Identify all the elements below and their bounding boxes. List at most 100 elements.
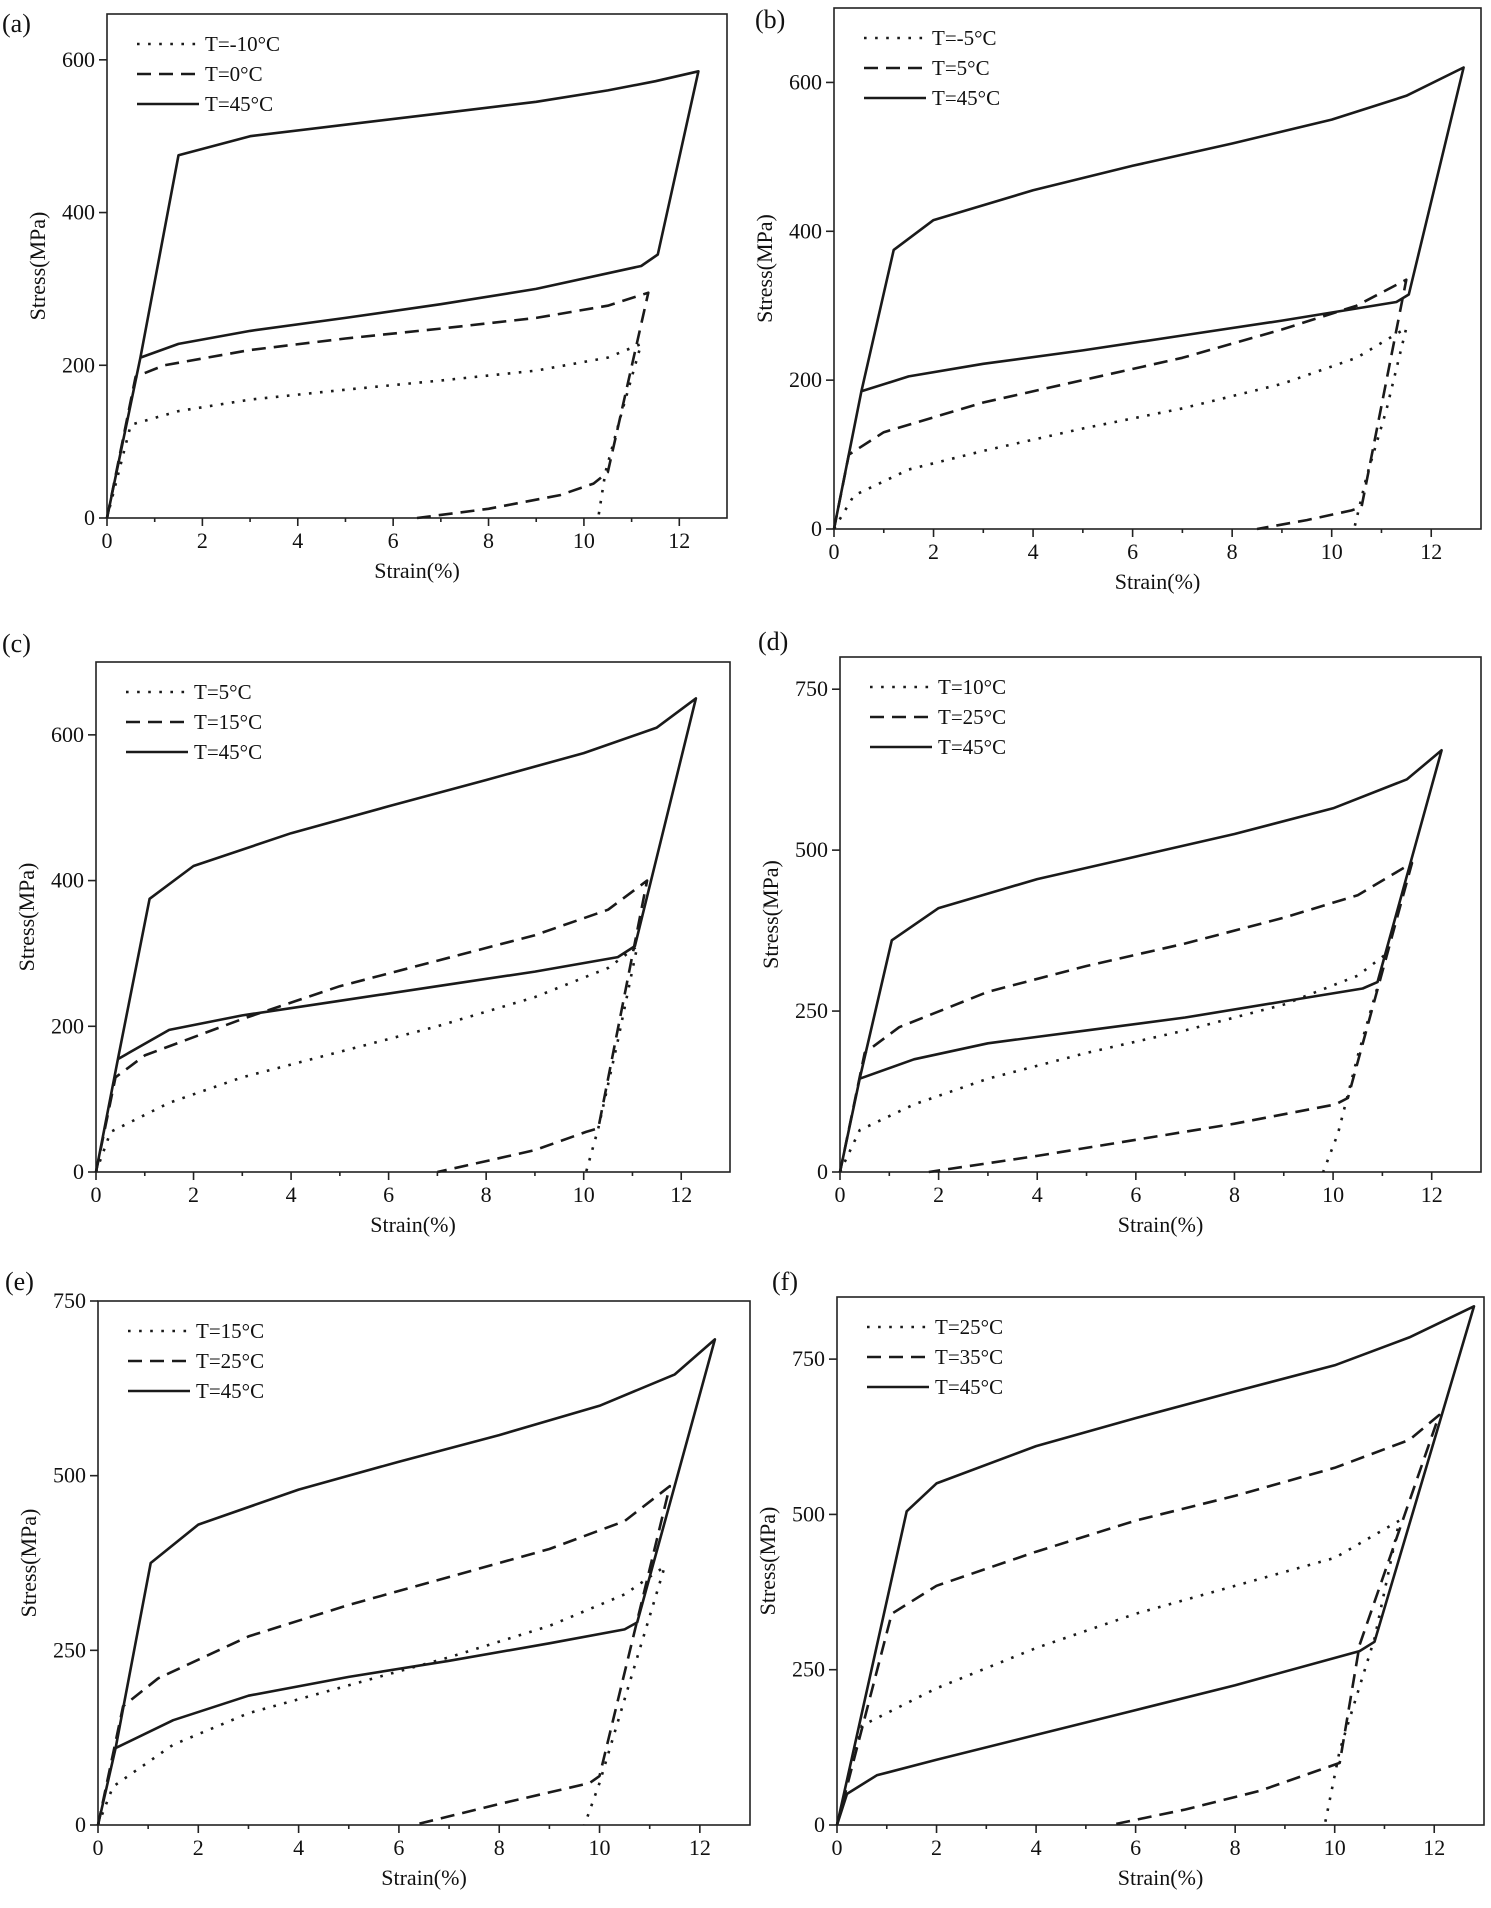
panel-label: (f) xyxy=(772,1267,798,1296)
y-tick-label: 500 xyxy=(53,1463,86,1488)
x-tick-label: 8 xyxy=(481,1182,492,1207)
x-tick-label: 2 xyxy=(933,1182,944,1207)
y-tick-label: 600 xyxy=(789,69,822,94)
legend-entry: T=15°C xyxy=(194,710,262,734)
chart-panel-c: (c) 0 2 4 6 8 10 12 0 200 400 600 Strain(%) Stress(MP… xyxy=(2,629,731,1237)
x-tick-label: 0 xyxy=(835,1182,846,1207)
y-tick-label: 500 xyxy=(792,1501,825,1526)
legend-entry: T=5°C xyxy=(194,680,252,704)
x-tick-label: 0 xyxy=(91,1182,102,1207)
y-tick-label: 400 xyxy=(789,218,822,243)
y-tick-label: 0 xyxy=(817,1159,828,1184)
x-tick-label: 8 xyxy=(1230,1835,1241,1860)
x-tick-label: 10 xyxy=(573,528,595,553)
x-tick-label: 2 xyxy=(188,1182,199,1207)
series-line-dashed xyxy=(838,861,1414,1174)
legend-entry: T=25°C xyxy=(196,1349,264,1373)
legend-entry: T=45°C xyxy=(194,740,262,764)
x-axis-label: Strain(%) xyxy=(374,558,460,583)
x-tick-label: 4 xyxy=(286,1182,297,1207)
series-line-solid xyxy=(94,697,698,1173)
plot-frame xyxy=(95,661,731,1173)
y-tick-label: 750 xyxy=(792,1346,825,1371)
x-tick-label: 0 xyxy=(102,528,113,553)
legend-entry: T=45°C xyxy=(938,735,1006,759)
series-line-dotted xyxy=(94,944,639,1173)
x-tick-label: 12 xyxy=(670,1182,692,1207)
series-line-solid xyxy=(835,1305,1476,1826)
x-tick-label: 8 xyxy=(1227,539,1238,564)
legend-entry: T=-5°C xyxy=(932,26,997,50)
x-tick-label: 10 xyxy=(1321,539,1343,564)
x-tick-label: 6 xyxy=(388,528,399,553)
y-tick-label: 0 xyxy=(811,516,822,541)
x-axis-label: Strain(%) xyxy=(1118,1865,1204,1890)
series-line-dotted xyxy=(838,951,1389,1173)
y-tick-label: 400 xyxy=(51,868,84,893)
legend-entry: T=0°C xyxy=(205,62,263,86)
series-line-solid xyxy=(832,66,1465,530)
x-tick-label: 12 xyxy=(668,528,690,553)
x-tick-label: 6 xyxy=(1130,1182,1141,1207)
x-tick-label: 10 xyxy=(573,1182,595,1207)
x-tick-label: 4 xyxy=(1031,1835,1042,1860)
plot-frame xyxy=(97,1300,751,1826)
chart-panel-d: (d) 0 2 4 6 8 10 12 0 250 500 750 Strain(%) Stress(MP… xyxy=(758,627,1482,1237)
legend-entry: T=45°C xyxy=(196,1379,264,1403)
chart-panel-b: (b) 0 2 4 6 8 10 12 0 200 400 600 Strain(%) Stress(MP… xyxy=(752,5,1482,594)
legend-entry: T=-10°C xyxy=(205,32,280,56)
x-tick-label: 10 xyxy=(589,1835,611,1860)
series-line-dashed xyxy=(832,278,1408,531)
x-tick-label: 0 xyxy=(832,1835,843,1860)
plot-frame xyxy=(833,7,1482,530)
series-line-dashed xyxy=(105,291,650,520)
y-tick-label: 200 xyxy=(62,352,95,377)
series-line-solid xyxy=(838,748,1443,1173)
y-tick-label: 600 xyxy=(62,47,95,72)
x-axis-label: Strain(%) xyxy=(370,1212,456,1237)
series-line-dashed xyxy=(96,1484,672,1827)
x-axis-label: Strain(%) xyxy=(1118,1212,1204,1237)
x-tick-label: 12 xyxy=(1423,1835,1445,1860)
y-tick-label: 200 xyxy=(789,367,822,392)
y-tick-label: 400 xyxy=(62,200,95,225)
y-tick-label: 750 xyxy=(795,676,828,701)
y-axis-label: Stress(MPa) xyxy=(25,212,50,321)
legend-entry: T=25°C xyxy=(938,705,1006,729)
x-tick-label: 4 xyxy=(293,1835,304,1860)
y-tick-label: 0 xyxy=(75,1812,86,1837)
x-axis-label: Strain(%) xyxy=(1115,569,1201,594)
y-tick-label: 0 xyxy=(73,1159,84,1184)
series-line-dotted xyxy=(832,326,1408,530)
y-axis-label: Stress(MPa) xyxy=(758,860,783,969)
plot-frame xyxy=(836,1296,1485,1826)
chart-panel-a: (a) 0 2 4 6 8 10 12 0 200 400 600 Strain(%) Stress(MP… xyxy=(2,9,728,583)
y-tick-label: 250 xyxy=(53,1637,86,1662)
x-tick-label: 12 xyxy=(1421,1182,1443,1207)
x-tick-label: 4 xyxy=(1028,539,1039,564)
y-tick-label: 750 xyxy=(53,1288,86,1313)
x-tick-label: 0 xyxy=(93,1835,104,1860)
y-tick-label: 0 xyxy=(814,1812,825,1837)
y-axis-label: Stress(MPa) xyxy=(752,214,777,323)
panel-label: (e) xyxy=(5,1267,34,1296)
x-tick-label: 0 xyxy=(829,539,840,564)
x-tick-label: 2 xyxy=(197,528,208,553)
legend-entry: T=45°C xyxy=(205,92,273,116)
x-axis-label: Strain(%) xyxy=(381,1865,467,1890)
x-tick-label: 6 xyxy=(1127,539,1138,564)
panel-label: (b) xyxy=(755,5,785,34)
series-line-dashed xyxy=(835,1413,1441,1827)
series-line-dotted xyxy=(96,1565,667,1826)
x-tick-label: 8 xyxy=(483,528,494,553)
y-tick-label: 600 xyxy=(51,722,84,747)
x-tick-label: 4 xyxy=(292,528,303,553)
legend-entry: T=45°C xyxy=(932,86,1000,110)
series-line-dashed xyxy=(94,879,649,1174)
y-tick-label: 500 xyxy=(795,837,828,862)
legend-entry: T=10°C xyxy=(938,675,1006,699)
y-axis-label: Stress(MPa) xyxy=(755,1507,780,1616)
x-tick-label: 6 xyxy=(383,1182,394,1207)
x-tick-label: 8 xyxy=(494,1835,505,1860)
